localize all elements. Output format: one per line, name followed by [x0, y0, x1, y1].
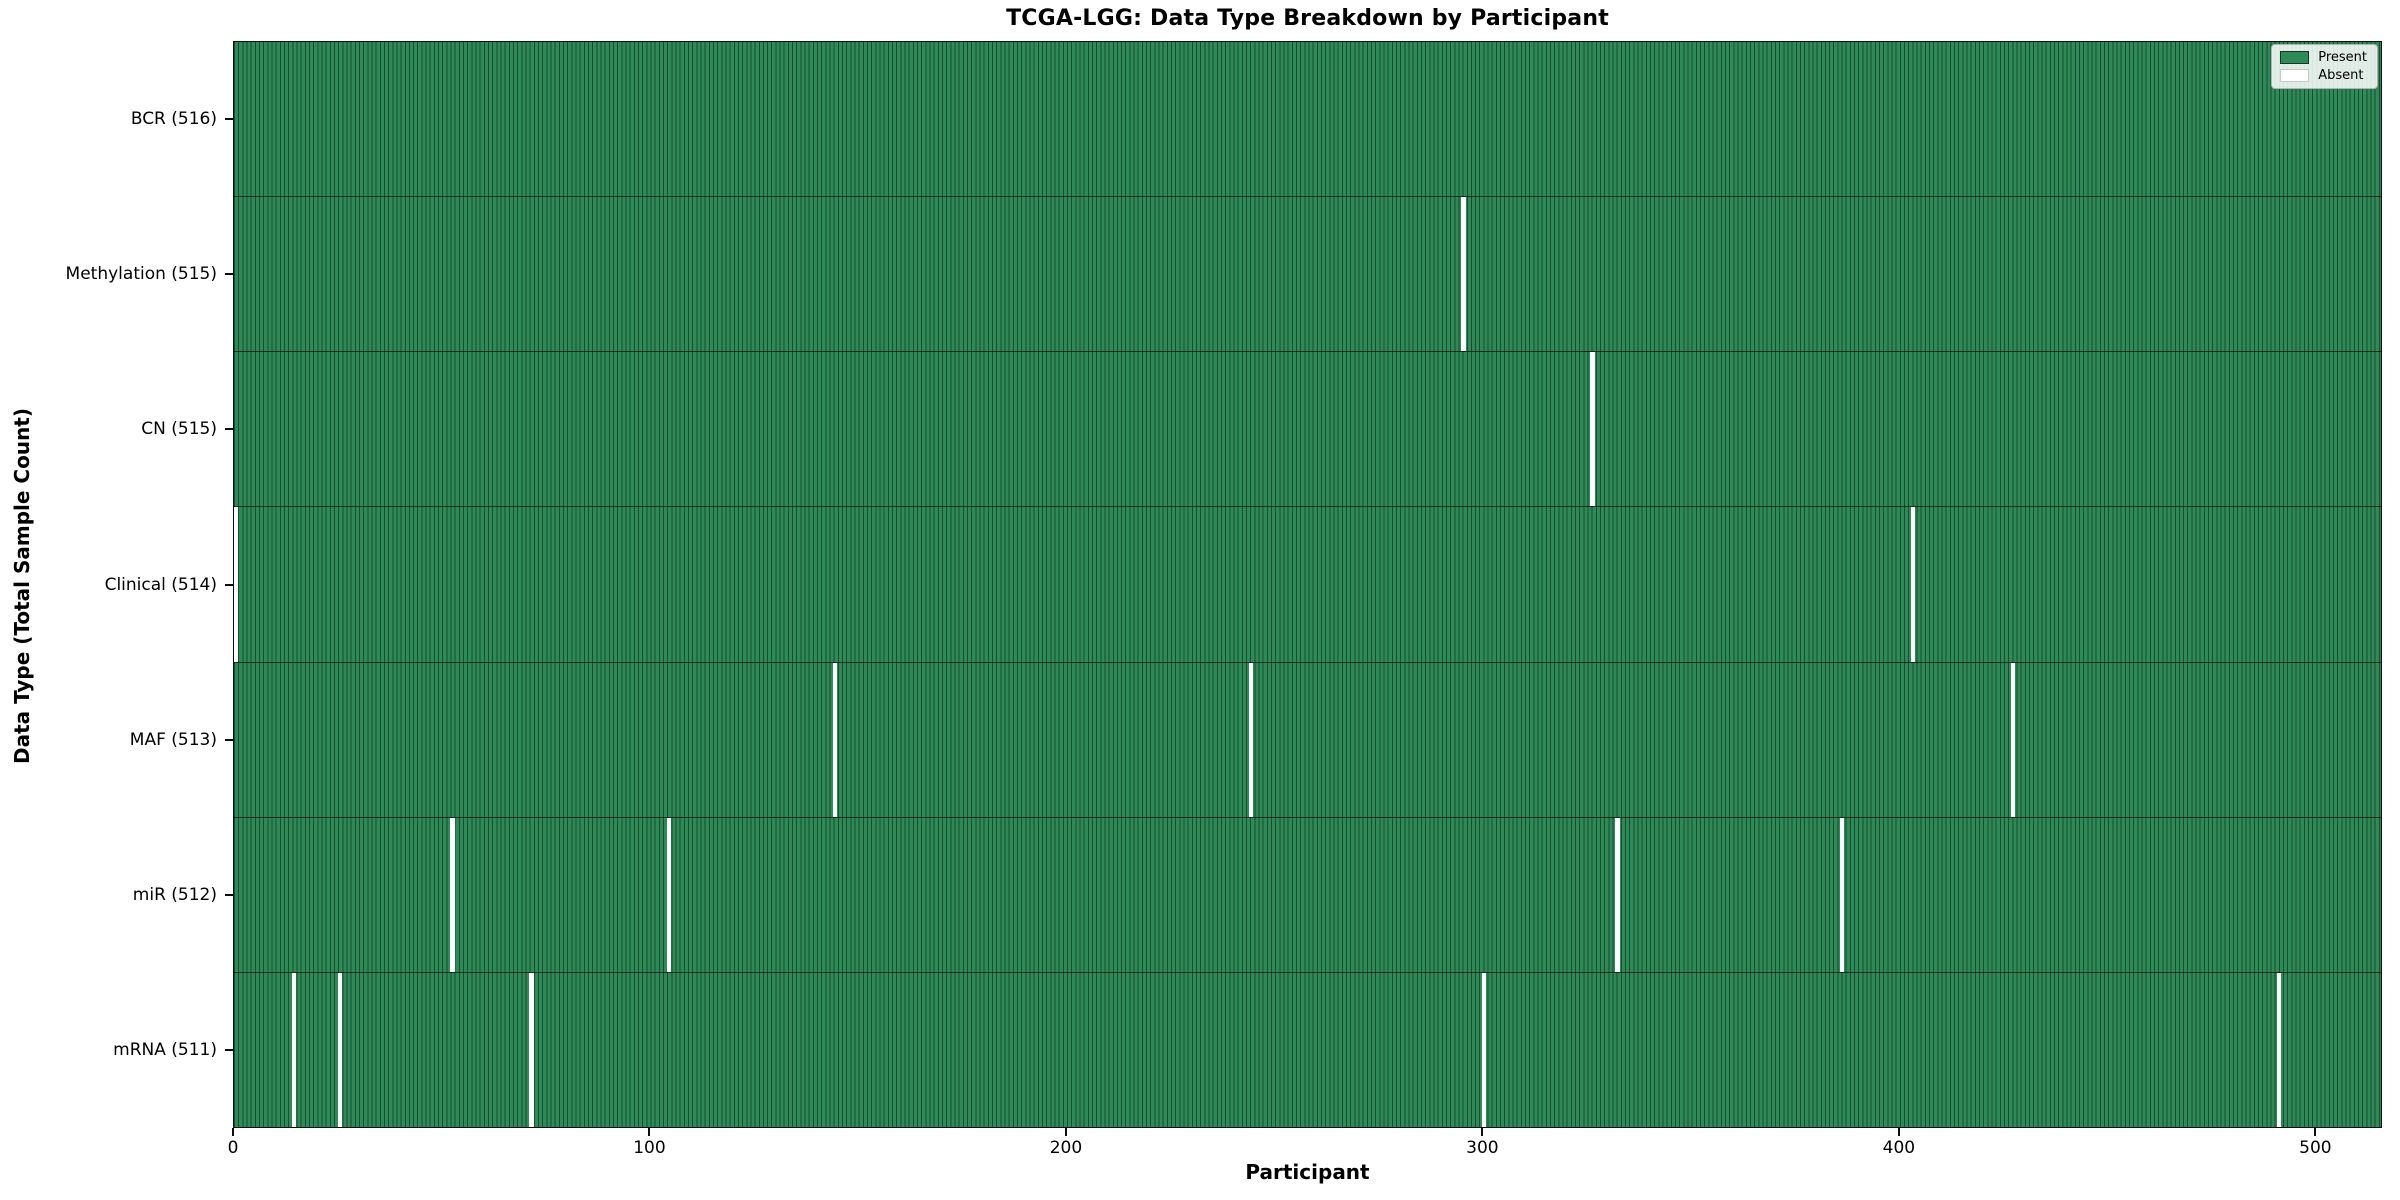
heatmap-row-miR: [234, 816, 2381, 972]
absent-marker: [529, 972, 534, 1127]
y-tick-label-Clinical: Clinical (514): [104, 574, 217, 595]
y-tick-label-CN: CN (515): [141, 419, 217, 440]
absent-marker: [2276, 972, 2282, 1127]
legend-entry-absent: Absent: [2280, 69, 2367, 82]
absent-swatch-icon: [2280, 69, 2310, 82]
x-tick-label-300: 300: [1466, 1138, 1499, 1158]
x-tick-mark: [1481, 1128, 1484, 1136]
absent-marker: [1482, 972, 1487, 1127]
heatmap-row-MAF: [234, 661, 2381, 817]
absent-marker: [338, 972, 343, 1127]
heatmap-row-BCR: [234, 42, 2381, 197]
y-tick-label-mRNA: mRNA (511): [113, 1040, 217, 1061]
chart-title: TCGA-LGG: Data Type Breakdown by Partici…: [1006, 6, 1609, 31]
absent-marker: [1590, 352, 1595, 507]
y-tick-label-BCR: BCR (516): [130, 108, 217, 129]
heatmap-row-CN: [234, 351, 2381, 507]
plot-area: [233, 41, 2382, 1128]
absent-marker: [666, 817, 671, 972]
x-tick-label-200: 200: [1049, 1138, 1083, 1158]
absent-marker: [292, 972, 297, 1127]
y-tick-label-MAF: MAF (513): [129, 729, 217, 750]
y-tick-label-Methylation: Methylation (515): [65, 263, 217, 284]
present-swatch-icon: [2280, 51, 2310, 64]
x-tick-mark: [1064, 1128, 1067, 1136]
y-tick-mark: [225, 894, 233, 897]
x-axis-label: Participant: [1245, 1160, 1370, 1184]
x-axis-ticks: 0 100 200 300 400 500: [228, 1128, 2382, 1168]
x-tick-mark: [2314, 1128, 2317, 1136]
absent-marker: [833, 662, 838, 817]
absent-marker: [234, 507, 239, 662]
y-axis-ticks: BCR (516) Methylation (515) CN (515) Clinic…: [0, 41, 233, 1128]
absent-marker: [1249, 662, 1254, 817]
heatmap-row-Clinical: [234, 506, 2381, 662]
x-tick-mark: [1897, 1128, 1900, 1136]
y-tick-mark: [225, 1049, 233, 1052]
legend-entry-present: Present: [2280, 51, 2367, 64]
heatmap-row-Methylation: [234, 196, 2381, 352]
legend-absent-label: Absent: [2318, 68, 2364, 83]
x-tick-mark: [232, 1128, 234, 1136]
absent-marker: [1615, 817, 1620, 972]
y-tick-mark: [225, 272, 233, 275]
absent-marker: [1910, 507, 1915, 662]
x-tick-label-100: 100: [633, 1138, 666, 1158]
y-tick-mark: [225, 583, 233, 586]
legend: Present Absent: [2271, 44, 2378, 89]
y-tick-mark: [225, 117, 233, 120]
legend-present-label: Present: [2318, 50, 2367, 65]
x-tick-label-500: 500: [2299, 1138, 2332, 1158]
absent-marker: [1840, 817, 1845, 972]
x-tick-label-400: 400: [1882, 1138, 1916, 1158]
absent-marker: [450, 817, 455, 972]
x-tick-label-0: 0: [227, 1138, 239, 1158]
absent-marker: [2010, 662, 2015, 817]
absent-marker: [1461, 197, 1466, 352]
y-tick-label-miR: miR (512): [132, 885, 217, 906]
x-tick-mark: [648, 1128, 651, 1136]
heatmap-row-mRNA: [234, 971, 2381, 1127]
y-tick-mark: [225, 428, 233, 431]
y-tick-mark: [225, 738, 233, 741]
